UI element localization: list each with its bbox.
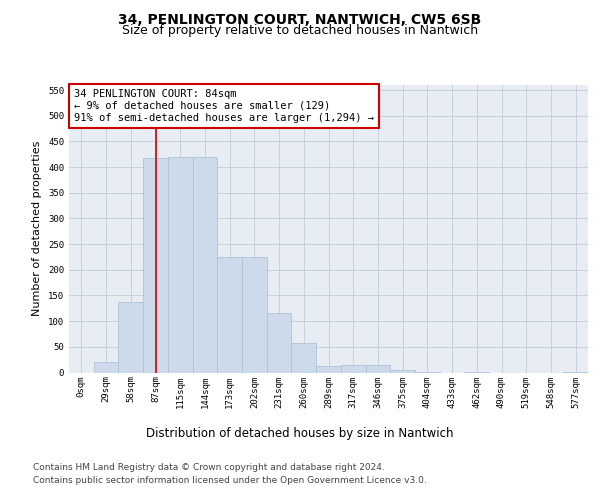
Bar	[316, 366, 341, 372]
Bar	[292, 343, 316, 372]
Bar	[365, 366, 390, 372]
Bar	[193, 158, 217, 372]
Text: Contains public sector information licensed under the Open Government Licence v3: Contains public sector information licen…	[33, 476, 427, 485]
Text: Contains HM Land Registry data © Crown copyright and database right 2024.: Contains HM Land Registry data © Crown c…	[33, 462, 385, 471]
Bar	[390, 370, 415, 372]
Bar	[118, 302, 143, 372]
Y-axis label: Number of detached properties: Number of detached properties	[32, 141, 43, 316]
Bar	[168, 158, 193, 372]
Bar	[94, 362, 118, 372]
Text: 34, PENLINGTON COURT, NANTWICH, CW5 6SB: 34, PENLINGTON COURT, NANTWICH, CW5 6SB	[118, 12, 482, 26]
Text: 34 PENLINGTON COURT: 84sqm
← 9% of detached houses are smaller (129)
91% of semi: 34 PENLINGTON COURT: 84sqm ← 9% of detac…	[74, 90, 374, 122]
Bar	[341, 366, 365, 372]
Text: Size of property relative to detached houses in Nantwich: Size of property relative to detached ho…	[122, 24, 478, 37]
Bar	[242, 257, 267, 372]
Bar	[217, 257, 242, 372]
Bar	[267, 313, 292, 372]
Text: Distribution of detached houses by size in Nantwich: Distribution of detached houses by size …	[146, 428, 454, 440]
Bar	[143, 158, 168, 372]
